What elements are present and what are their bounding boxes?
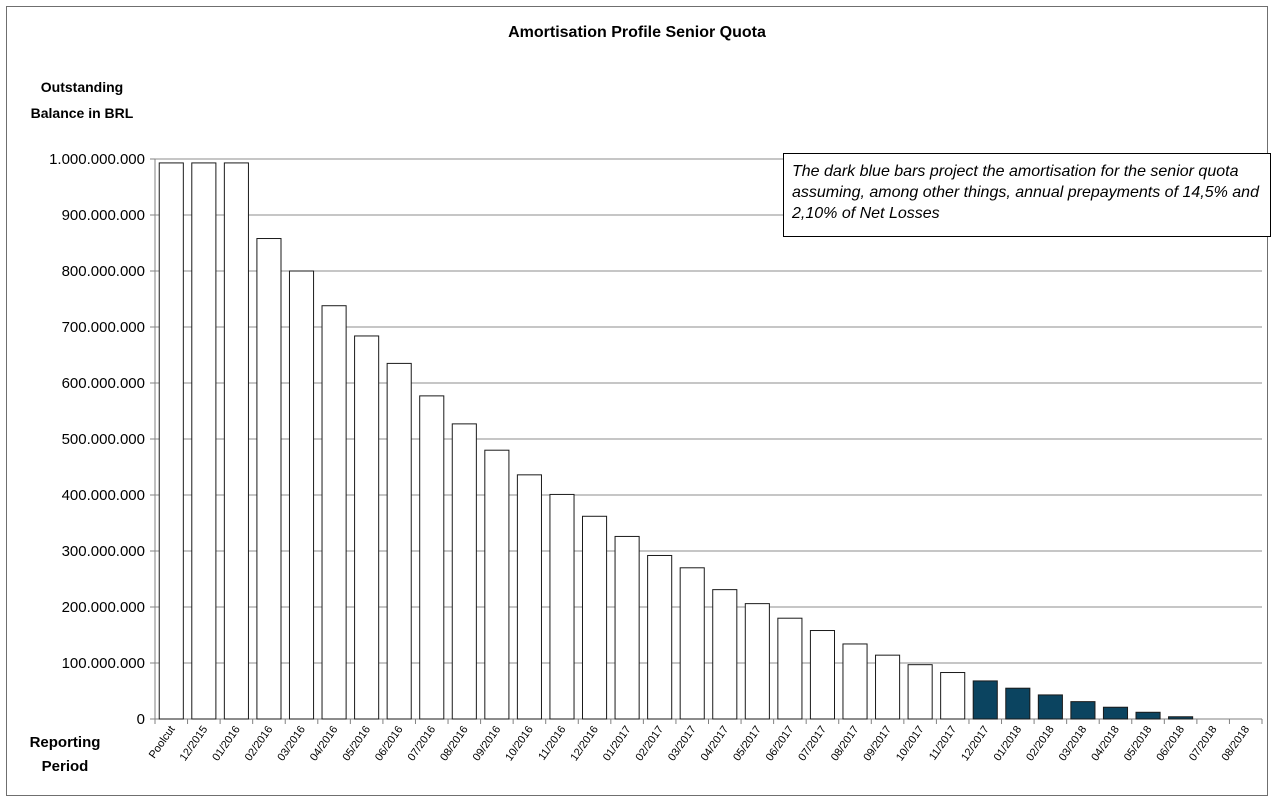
x-tick-label: 01/2016 <box>210 724 243 763</box>
actual-bar <box>321 305 347 720</box>
actual-bar <box>484 449 510 720</box>
x-tick-label: 02/2016 <box>243 724 276 763</box>
actual-bar <box>191 162 217 720</box>
x-tick-label: 07/2016 <box>406 724 439 763</box>
x-tick-label: 09/2016 <box>471 724 504 763</box>
x-tick-label: 04/2017 <box>699 724 732 763</box>
x-axis-label: Reporting Period <box>29 734 101 775</box>
actual-bar <box>419 395 445 720</box>
projected-bar <box>1037 694 1063 720</box>
projected-bar <box>972 680 998 720</box>
x-tick-label: 12/2016 <box>568 724 601 763</box>
x-tick-label: 02/2018 <box>1024 724 1057 763</box>
actual-bar <box>647 554 673 720</box>
projected-bar <box>1135 711 1161 720</box>
x-tick-label: 03/2017 <box>666 724 699 763</box>
actual-bar <box>614 535 640 720</box>
actual-bar <box>809 630 836 720</box>
x-tick-label: 08/2018 <box>1220 724 1253 763</box>
projected-bar <box>1005 687 1031 720</box>
actual-bar <box>679 567 705 720</box>
x-tick-label: 03/2016 <box>275 724 308 763</box>
x-tick-label: 12/2015 <box>178 724 211 763</box>
actual-bar <box>354 335 380 720</box>
actual-bar <box>158 162 184 720</box>
actual-bar <box>842 643 868 720</box>
y-tick-label: 200.000.000 <box>62 599 145 616</box>
projected-bar <box>1102 706 1129 720</box>
actual-bar <box>516 474 542 720</box>
actual-bar <box>744 603 770 720</box>
actual-bar <box>581 515 608 720</box>
y-tick-label: 700.000.000 <box>62 319 145 336</box>
y-tick-label: 0 <box>137 711 145 728</box>
actual-bar <box>223 162 249 720</box>
chart-title: Amortisation Profile Senior Quota <box>508 24 766 41</box>
projected-bar <box>1168 716 1194 720</box>
x-tick-label: 07/2018 <box>1187 724 1220 763</box>
x-tick-label: 09/2017 <box>861 724 894 763</box>
x-tick-label: 02/2017 <box>633 724 666 763</box>
x-tick-label: 08/2016 <box>438 724 471 763</box>
actual-bar <box>940 672 966 720</box>
x-tick-label: 04/2018 <box>1089 724 1122 763</box>
x-tick-label: 06/2017 <box>764 724 797 763</box>
annotation-note: The dark blue bars project the amortisat… <box>783 153 1271 237</box>
x-tick-label: 05/2018 <box>1122 724 1155 763</box>
y-axis-label: Outstanding Balance in BRL <box>30 79 134 121</box>
y-tick-label: 400.000.000 <box>62 487 145 504</box>
x-tick-label: 08/2017 <box>829 724 862 763</box>
x-tick-label: 05/2016 <box>340 724 373 763</box>
x-tick-label: 11/2016 <box>536 724 568 763</box>
x-tick-label: 06/2016 <box>373 724 406 763</box>
x-tick-label: 01/2018 <box>992 724 1025 763</box>
y-tick-label: 900.000.000 <box>62 207 145 224</box>
x-tick-label: 07/2017 <box>796 724 829 763</box>
actual-bar <box>875 654 901 720</box>
x-tick-label: 11/2017 <box>927 724 959 763</box>
y-tick-label: 1.000.000.000 <box>49 151 145 168</box>
y-tick-label: 300.000.000 <box>62 543 145 560</box>
x-tick-label: 12/2017 <box>959 724 992 763</box>
x-tick-label: Poolcut <box>147 724 178 761</box>
x-tick-label: 04/2016 <box>308 724 341 763</box>
actual-bar <box>256 238 282 720</box>
x-tick-label: 10/2016 <box>503 724 536 763</box>
y-tick-label: 800.000.000 <box>62 263 145 280</box>
actual-bar <box>386 362 412 720</box>
actual-bar <box>451 423 477 720</box>
actual-bar <box>712 589 738 720</box>
x-tick-label: 05/2017 <box>731 724 764 763</box>
x-tick-label: 03/2018 <box>1057 724 1090 763</box>
y-tick-label: 600.000.000 <box>62 375 145 392</box>
actual-bar <box>777 617 803 720</box>
y-tick-label: 500.000.000 <box>62 431 145 448</box>
projected-bar <box>1070 701 1096 720</box>
y-tick-label: 100.000.000 <box>62 655 145 672</box>
actual-bar <box>288 270 315 720</box>
x-tick-label: 06/2018 <box>1154 724 1187 763</box>
x-tick-label: 01/2017 <box>601 724 634 763</box>
actual-bar <box>907 664 933 720</box>
actual-bar <box>549 493 575 720</box>
x-tick-label: 10/2017 <box>894 724 927 763</box>
